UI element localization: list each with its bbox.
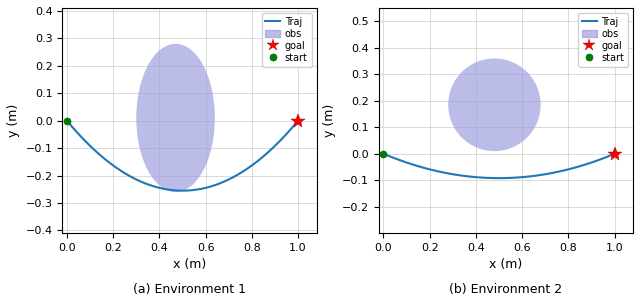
Ellipse shape — [448, 58, 541, 151]
Ellipse shape — [136, 44, 215, 192]
X-axis label: x (m): x (m) — [490, 259, 523, 271]
Y-axis label: y (m): y (m) — [323, 104, 337, 137]
X-axis label: x (m): x (m) — [173, 259, 206, 271]
Y-axis label: y (m): y (m) — [7, 104, 20, 137]
Legend: Traj, obs, goal, start: Traj, obs, goal, start — [262, 13, 312, 67]
Text: (a) Environment 1: (a) Environment 1 — [133, 283, 246, 296]
Text: (b) Environment 2: (b) Environment 2 — [449, 283, 563, 296]
Legend: Traj, obs, goal, start: Traj, obs, goal, start — [578, 13, 628, 67]
